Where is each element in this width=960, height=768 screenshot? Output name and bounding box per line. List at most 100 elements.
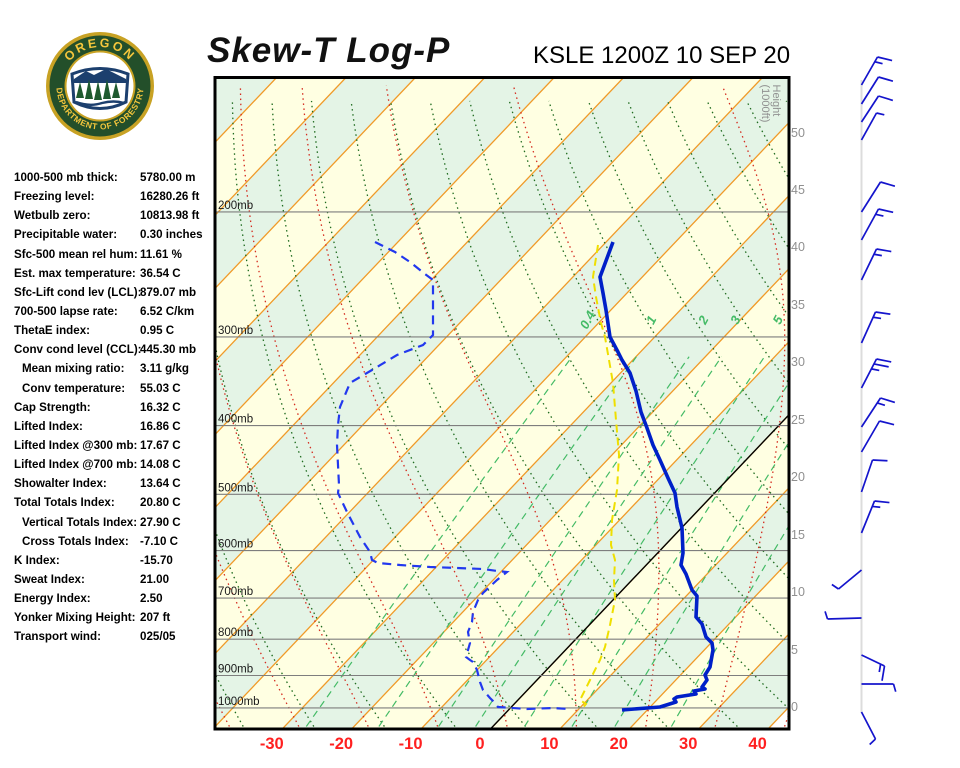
stat-value: 6.52 C/km bbox=[140, 305, 195, 319]
stat-label: Sfc-Lift cond lev (LCL): bbox=[14, 285, 142, 299]
stat-value: 16.32 C bbox=[140, 400, 181, 414]
pressure-label: 700mb bbox=[218, 586, 253, 598]
stat-value: 27.90 C bbox=[140, 515, 181, 529]
wind-barb bbox=[831, 569, 863, 590]
stat-row: Lifted Index: 16.86 C bbox=[14, 417, 222, 436]
stat-row: Precipitable water: 0.30 inches bbox=[14, 225, 222, 244]
wind-barb bbox=[860, 500, 890, 534]
wind-barb bbox=[860, 711, 877, 746]
wind-barb bbox=[861, 683, 897, 692]
pressure-label: 400mb bbox=[218, 414, 253, 426]
stat-value: 5780.00 m bbox=[140, 171, 196, 185]
stat-value: 36.54 C bbox=[140, 266, 181, 280]
stat-row: 700-500 lapse rate: 6.52 C/km bbox=[14, 302, 222, 321]
stat-label: Sweat Index: bbox=[14, 573, 85, 587]
stat-value: 21.00 bbox=[140, 573, 170, 587]
height-tick-label: 45 bbox=[791, 183, 805, 197]
stat-row: Transport wind: 025/05 bbox=[14, 627, 222, 646]
temp-axis-label: 0 bbox=[475, 735, 484, 753]
stat-value: 16280.26 ft bbox=[140, 190, 200, 204]
stat-label: Conv cond level (CCL): bbox=[14, 343, 142, 357]
stat-row: K Index: -15.70 bbox=[14, 551, 222, 570]
temperature-curve bbox=[598, 241, 715, 712]
dewpoint-curve bbox=[335, 241, 569, 711]
chart-border bbox=[213, 76, 791, 731]
stat-label: Transport wind: bbox=[14, 630, 101, 644]
temp-axis-label: -10 bbox=[399, 735, 423, 753]
pressure-label: 200mb bbox=[218, 200, 253, 212]
stat-value: -7.10 C bbox=[140, 534, 179, 548]
height-tick-label: 25 bbox=[791, 413, 805, 427]
stat-row: Lifted Index @700 mb: 14.08 C bbox=[14, 455, 222, 474]
wind-barb bbox=[860, 181, 896, 213]
stat-label: Yonker Mixing Height: bbox=[14, 611, 136, 625]
stat-value: 445.30 mb bbox=[140, 343, 197, 357]
stat-label: Sfc-500 mean rel hum: bbox=[14, 247, 138, 261]
stat-value: 16.86 C bbox=[140, 419, 181, 433]
stat-label: Est. max temperature: bbox=[14, 266, 136, 280]
stat-label: K Index: bbox=[14, 553, 60, 567]
wind-barb bbox=[860, 112, 885, 141]
pressure-label: 800mb bbox=[218, 627, 253, 639]
stat-value: 3.11 g/kg bbox=[140, 362, 189, 376]
stat-row: Conv cond level (CCL): 445.30 mb bbox=[14, 340, 222, 359]
stat-row: Wetbulb zero: 10813.98 ft bbox=[14, 206, 222, 225]
stat-value: 207 ft bbox=[140, 611, 171, 625]
wind-barb bbox=[861, 654, 886, 681]
height-tick-label: 20 bbox=[791, 470, 805, 484]
stat-value: 025/05 bbox=[140, 630, 176, 644]
stat-value: 0.95 C bbox=[140, 324, 175, 338]
stat-label: Mean mixing ratio: bbox=[22, 362, 125, 376]
stat-label: Energy Index: bbox=[14, 592, 91, 606]
stat-value: 14.08 C bbox=[140, 458, 181, 472]
stat-value: 17.67 C bbox=[140, 439, 181, 453]
stat-value: 879.07 mb bbox=[140, 285, 197, 299]
stat-row: Energy Index: 2.50 bbox=[14, 589, 222, 608]
stat-value: 10813.98 ft bbox=[140, 209, 200, 223]
wind-barb bbox=[860, 459, 888, 493]
wind-barb bbox=[860, 76, 894, 105]
stat-row: Mean mixing ratio: 3.11 g/kg bbox=[14, 359, 222, 378]
stat-row: Sfc-500 mean rel hum: 11.61 % bbox=[14, 245, 222, 264]
height-tick-label: 30 bbox=[791, 355, 805, 369]
wetbulb-curve bbox=[578, 244, 621, 710]
height-tick-label: 15 bbox=[791, 528, 805, 542]
page-title: Skew-T Log-P bbox=[207, 31, 451, 70]
stat-row: Total Totals Index: 20.80 C bbox=[14, 493, 222, 512]
height-tick-label: 5 bbox=[791, 643, 798, 657]
temp-axis-label: 20 bbox=[610, 735, 628, 753]
temp-axis-label: 10 bbox=[540, 735, 558, 753]
stat-row: Cap Strength: 16.32 C bbox=[14, 398, 222, 417]
height-tick-label: 10 bbox=[791, 585, 805, 599]
stat-label: Lifted Index @300 mb: bbox=[14, 439, 138, 453]
height-tick-label: 0 bbox=[791, 700, 798, 714]
indices-panel: 1000-500 mb thick: 5780.00 m Freezing leve… bbox=[14, 168, 222, 647]
stat-value: 13.64 C bbox=[140, 477, 181, 491]
seal-illustration bbox=[70, 67, 130, 110]
stat-label: 1000-500 mb thick: bbox=[14, 171, 118, 185]
wind-barb bbox=[860, 420, 895, 453]
wind-barb bbox=[860, 208, 894, 241]
wind-barb bbox=[824, 611, 862, 620]
stat-value: 20.80 C bbox=[140, 496, 181, 510]
height-tick-label: 35 bbox=[791, 298, 805, 312]
stat-row: Freezing level: 16280.26 ft bbox=[14, 187, 222, 206]
stat-label: Freezing level: bbox=[14, 190, 95, 204]
stat-label: Cross Totals Index: bbox=[22, 534, 129, 548]
stat-row: Yonker Mixing Height: 207 ft bbox=[14, 608, 222, 627]
stat-row: Showalter Index: 13.64 C bbox=[14, 474, 222, 493]
pressure-label: 500mb bbox=[218, 482, 253, 494]
stat-row: Cross Totals Index: -7.10 C bbox=[14, 532, 222, 551]
temp-axis-label: -20 bbox=[329, 735, 353, 753]
temp-axis-label: -30 bbox=[260, 735, 284, 753]
wind-barb bbox=[860, 95, 894, 123]
station-datetime: KSLE 1200Z 10 SEP 20 bbox=[533, 42, 791, 69]
stat-value: 11.61 % bbox=[140, 247, 182, 261]
stat-value: 2.50 bbox=[140, 592, 163, 606]
wind-barb bbox=[860, 358, 892, 389]
height-tick-label: 50 bbox=[791, 126, 805, 140]
pressure-label: 900mb bbox=[218, 663, 253, 675]
wind-barb bbox=[860, 311, 891, 344]
